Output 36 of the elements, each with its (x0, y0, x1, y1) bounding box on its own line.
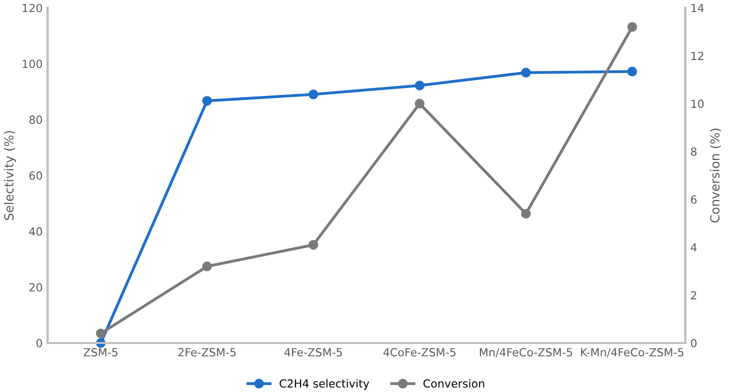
x-tick-label: 4CoFe-ZSM-5 (383, 348, 456, 356)
x-tick-label: 2Fe-ZSM-5 (178, 348, 236, 356)
y-tick-label: 20 (29, 283, 42, 292)
x-tick-label: ZSM-5 (84, 348, 118, 356)
y-tick-label: 40 (29, 227, 42, 236)
y2-tick-label: 0 (690, 338, 697, 348)
y2-tick-label: 14 (691, 4, 704, 12)
y-axis-title: Selectivity (%) (4, 131, 16, 220)
y-tick-label: 120 (22, 4, 42, 12)
point (308, 240, 318, 250)
x-tick-label: Mn/4FeCo-ZSM-5 (480, 348, 572, 358)
y2-axis-title: Conversion (%) (710, 128, 722, 223)
y-tick-label: 80 (29, 116, 42, 124)
x-tick-label: K-Mn/4FeCo-ZSM-5 (581, 348, 684, 358)
point (202, 262, 212, 272)
y-tick-label: 100 (22, 60, 42, 68)
point (627, 66, 638, 76)
point (521, 208, 531, 219)
y2-tick-label: 2 (691, 291, 696, 300)
y2-tick-label: 10 (691, 100, 704, 108)
point (308, 90, 318, 100)
point (414, 80, 425, 90)
y2-tick-label: 8 (690, 147, 697, 156)
y2-tick-label: 12 (691, 52, 704, 60)
point (202, 96, 212, 106)
y-tick-label: 60 (29, 171, 42, 180)
legend-label: C2H4 selectivity (280, 379, 370, 390)
point (414, 98, 425, 108)
y-tick-label: 0 (36, 338, 42, 348)
y2-tick-label: 4 (690, 243, 697, 252)
x-tick-label: 4Fe-ZSM-5 (284, 348, 342, 356)
legend-label: Conversion (423, 379, 484, 388)
y2-tick-label: 6 (690, 195, 697, 204)
point (96, 328, 106, 338)
point (521, 68, 531, 78)
point (627, 22, 638, 32)
